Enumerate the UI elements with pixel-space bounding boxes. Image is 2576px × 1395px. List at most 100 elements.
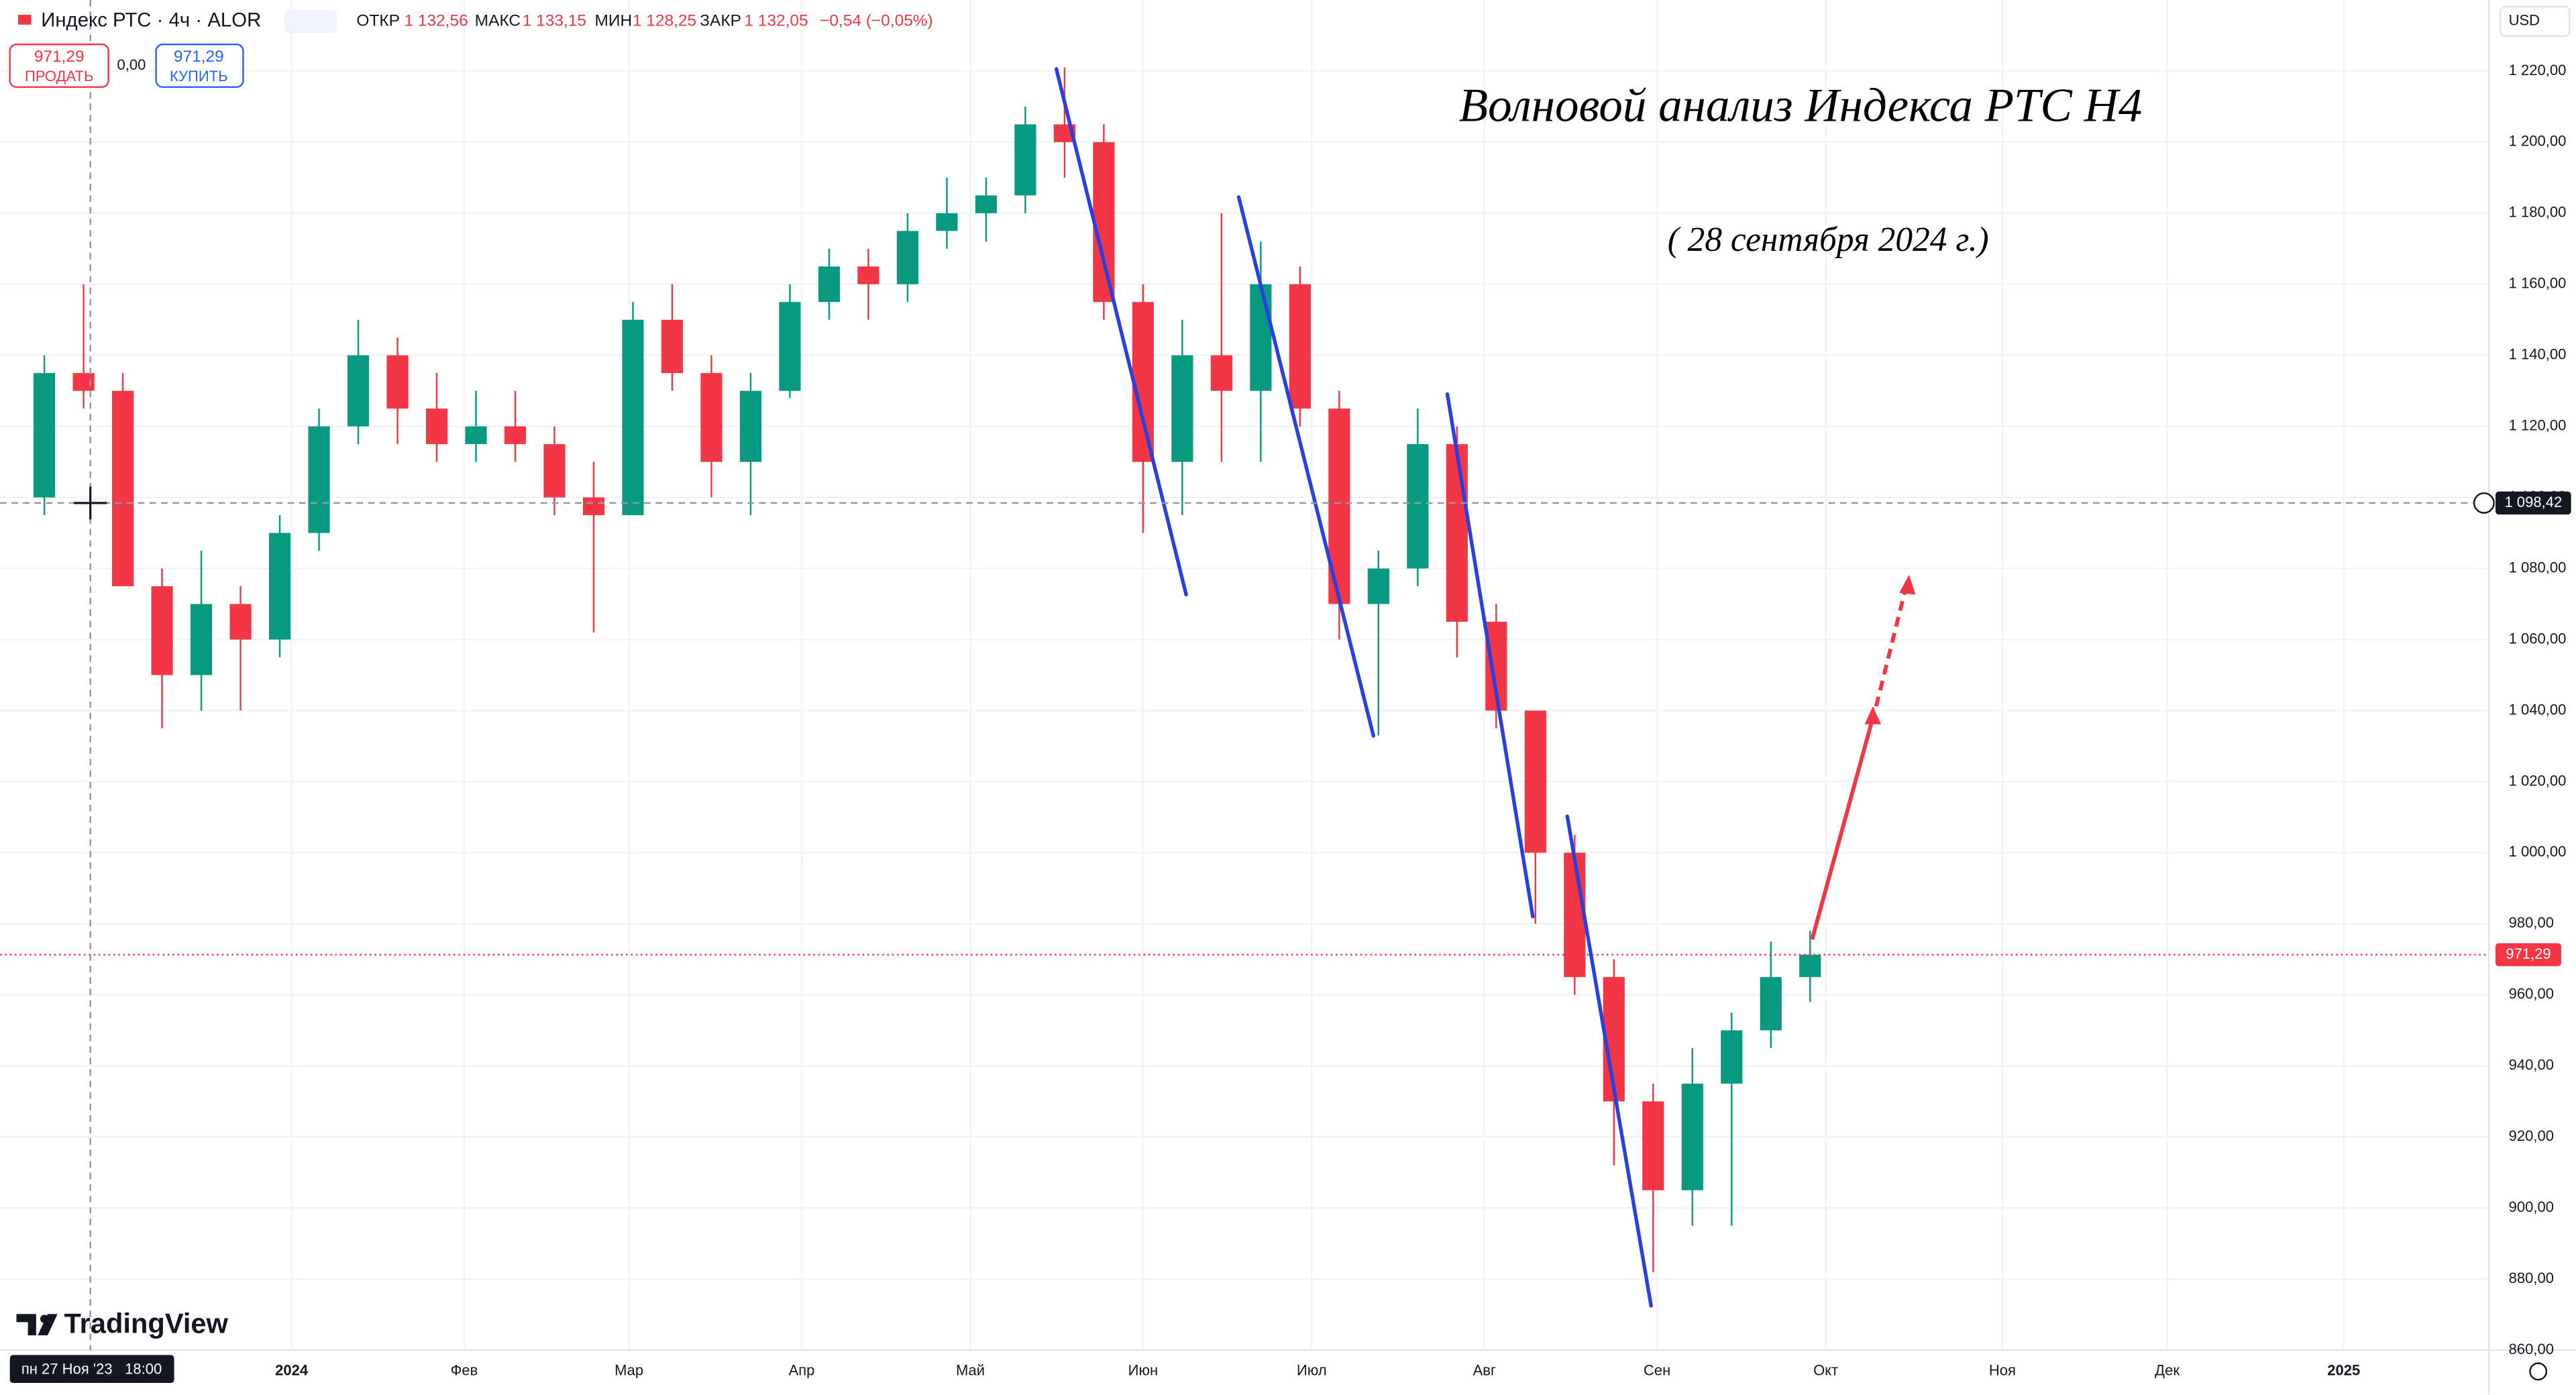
forecast-arrow <box>1810 575 1916 940</box>
y-tick-label: 1 220,00 <box>2509 62 2567 78</box>
last-price-box <box>2496 943 2561 966</box>
currency[interactable]: USD <box>2509 12 2540 29</box>
candle-body <box>34 373 56 498</box>
sell-label[interactable]: ПРОДАТЬ <box>25 68 94 85</box>
currency-button[interactable] <box>2500 5 2571 38</box>
candle-body <box>386 355 409 409</box>
ohlc-value: 1 133,15 <box>523 11 586 30</box>
forecast-line <box>1810 717 1875 940</box>
ohlc-label: МАКС <box>475 11 521 30</box>
candle-body <box>1564 852 1586 977</box>
candle-body <box>504 426 527 445</box>
sell-price[interactable]: 971,29 <box>34 48 85 66</box>
candle-body <box>661 319 684 374</box>
candle-body <box>1132 302 1154 462</box>
buy-button[interactable] <box>155 43 244 89</box>
y-tick-label: 1 020,00 <box>2509 772 2567 789</box>
candle-body <box>465 426 487 445</box>
candle-body <box>896 231 919 284</box>
x-tick-label: Мар <box>614 1362 643 1379</box>
candle-body <box>1721 1030 1743 1084</box>
spread: 0,00 <box>117 56 146 73</box>
symbol: Индекс РТС · 4ч · ALOR <box>41 9 261 32</box>
logo-text: TradingView <box>64 1307 229 1339</box>
candle-body <box>1760 976 1782 1031</box>
y-tick-label: 960,00 <box>2509 985 2554 1002</box>
y-tick-label: 940,00 <box>2509 1056 2554 1073</box>
candle-body <box>1171 355 1193 462</box>
buy-price[interactable]: 971,29 <box>174 48 224 66</box>
crosshair-time-box <box>9 1355 174 1384</box>
crosshair-time: 18:00 <box>125 1360 162 1377</box>
candle-body <box>111 390 134 587</box>
x-tick-label: Авг <box>1473 1362 1496 1379</box>
x-tick-label: Ноя <box>1989 1362 2016 1379</box>
y-tick-label: 920,00 <box>2509 1127 2554 1144</box>
candle-body <box>1014 124 1036 196</box>
x-tick-label: Окт <box>1813 1362 1838 1379</box>
candle-body <box>857 266 879 284</box>
ohlc-label: ОТКР <box>356 11 400 30</box>
crosshair-date: пн 27 Ноя '23 <box>21 1360 113 1377</box>
candle-body <box>1681 1083 1703 1190</box>
y-tick-label: 1 180,00 <box>2509 204 2567 221</box>
candle-body <box>1642 1101 1664 1190</box>
trend-line <box>1236 195 1376 738</box>
crosshair-cursor <box>74 486 107 520</box>
wave-lines <box>1055 67 1653 1308</box>
x-tick-label: Сен <box>1644 1362 1670 1379</box>
logo-icon <box>40 1315 49 1323</box>
x-tick-label: 2025 <box>2327 1362 2360 1379</box>
candle-body <box>1210 355 1232 391</box>
last-price-label: 971,29 <box>2506 945 2551 962</box>
ohlc-value: 1 132,05 <box>744 11 808 30</box>
candle-body <box>229 604 252 640</box>
ohlc-label: ЗАКР <box>700 11 741 30</box>
candle-body <box>622 319 644 516</box>
y-tick-label: 880,00 <box>2509 1270 2554 1286</box>
candle-body <box>975 195 998 213</box>
forecast-dashed <box>1874 588 1908 707</box>
sell-button[interactable] <box>9 43 109 89</box>
arrow-head <box>1899 575 1916 595</box>
candle-body <box>1093 142 1115 302</box>
settings <box>2529 1362 2548 1381</box>
candle-body <box>1367 568 1389 604</box>
grid <box>0 0 2489 1351</box>
change: −0,54 (−0,05%) <box>820 11 933 30</box>
crosshair-price-box <box>2496 491 2571 515</box>
y-tick-label: 1 060,00 <box>2509 630 2567 647</box>
candle-body <box>582 497 605 516</box>
candle-body <box>1250 284 1272 391</box>
annotation-title: Волновой анализ Индекса РТС Н4 <box>1459 79 2143 131</box>
candle-body <box>1524 710 1546 853</box>
trend-line <box>1055 67 1188 597</box>
y-tick-label: 1 000,00 <box>2509 843 2567 860</box>
candle-body <box>151 586 173 675</box>
y-tick-label: 1 200,00 <box>2509 133 2567 150</box>
x-tick-label: Июл <box>1297 1362 1327 1379</box>
x-tick-label: Фев <box>451 1362 478 1379</box>
candle-body <box>700 373 722 462</box>
buy-label[interactable]: КУПИТЬ <box>170 68 228 85</box>
logo: TradingView <box>16 1307 229 1339</box>
candle-body <box>936 213 958 231</box>
candle-body <box>739 390 762 462</box>
candle-body <box>190 604 213 675</box>
ohlc-value: 1 132,56 <box>404 11 468 30</box>
ohlc-label: МИН <box>595 11 633 30</box>
arrow-head <box>1864 706 1882 725</box>
ohlc-value: 1 128,25 <box>633 11 696 30</box>
add-alert <box>2473 492 2495 514</box>
y-tick-label: 900,00 <box>2509 1198 2554 1215</box>
indicator-toggle[interactable] <box>284 9 337 33</box>
y-tick-label: 860,00 <box>2509 1341 2554 1357</box>
y-tick-label: 1 120,00 <box>2509 417 2567 434</box>
candles <box>34 67 1821 1272</box>
candle-body <box>347 355 370 427</box>
candle-body <box>818 266 841 302</box>
x-tick-label: Июн <box>1128 1362 1159 1379</box>
candle-body <box>779 302 801 391</box>
y-tick-label: 1 080,00 <box>2509 559 2567 575</box>
